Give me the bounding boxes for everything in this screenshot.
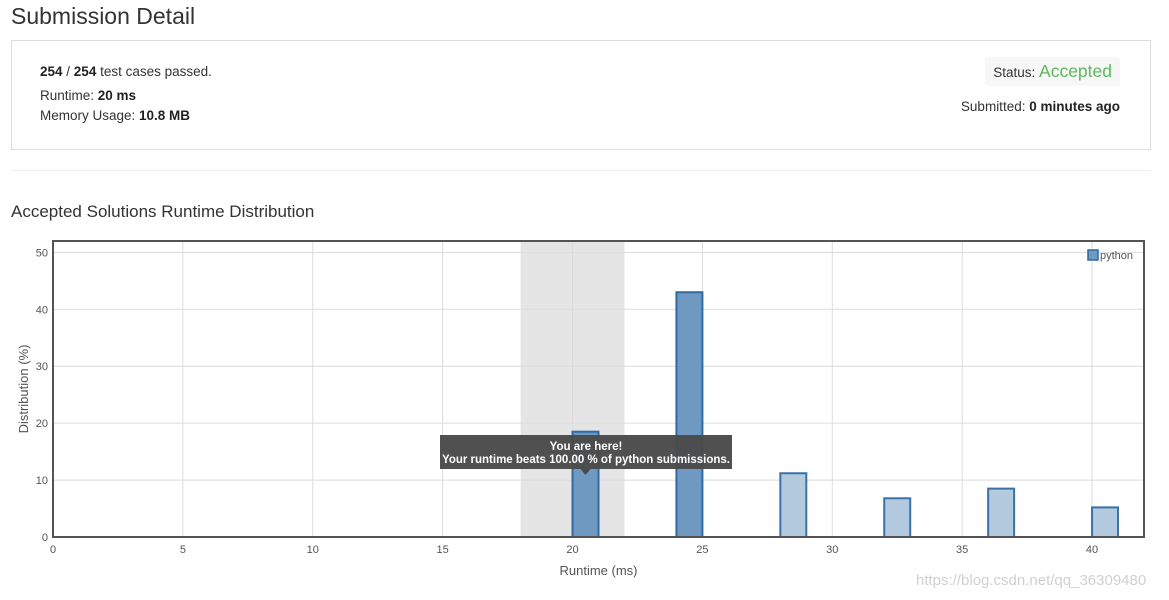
- x-tick-label: 5: [180, 544, 186, 556]
- memory-value: 10.8 MB: [139, 108, 191, 123]
- x-tick-label: 40: [1086, 544, 1098, 556]
- cases-total-count: 254: [73, 64, 97, 79]
- test-cases-row: 254 / 254 test cases passed.: [40, 64, 212, 88]
- status-box: Status: Accepted: [985, 57, 1120, 86]
- x-tick-label: 35: [956, 544, 968, 556]
- runtime-row: Runtime: 20 ms: [40, 88, 212, 112]
- runtime-label: Runtime:: [40, 88, 98, 103]
- submitted-value: 0 minutes ago: [1029, 99, 1120, 114]
- status-value[interactable]: Accepted: [1039, 61, 1112, 81]
- section-title: Accepted Solutions Runtime Distribution: [11, 202, 315, 221]
- y-tick-label: 20: [36, 418, 48, 430]
- x-tick-label: 30: [826, 544, 838, 556]
- bar-4: [987, 487, 1016, 539]
- y-tick-label: 40: [36, 304, 48, 316]
- submission-summary-panel: 254 / 254 test cases passed. Runtime: 20…: [11, 40, 1151, 150]
- cases-passed-count: 254: [40, 64, 63, 79]
- x-tick-label: 10: [307, 544, 319, 556]
- bar-3: [883, 497, 912, 538]
- y-tick-label: 30: [36, 361, 48, 373]
- y-tick-label: 50: [36, 247, 48, 259]
- bar-5: [1091, 506, 1120, 538]
- tooltip-line1: You are here!: [550, 441, 623, 453]
- memory-label: Memory Usage:: [40, 108, 140, 123]
- runtime-value: 20 ms: [97, 88, 137, 103]
- x-tick-label: 20: [566, 544, 578, 556]
- submission-status: Status: Accepted Submitted: 0 minutes ag…: [961, 57, 1120, 114]
- y-tick-label: 0: [42, 532, 48, 544]
- memory-row: Memory Usage: 10.8 MB: [40, 108, 212, 132]
- submitted-row: Submitted: 0 minutes ago: [961, 99, 1120, 114]
- tooltip-line2: Your runtime beats 100.00 % of python su…: [442, 454, 730, 466]
- y-tick-label: 10: [36, 475, 48, 487]
- submitted-label: Submitted:: [960, 99, 1030, 114]
- cases-suffix-text: test cases passed.: [96, 64, 212, 79]
- x-tick-label: 15: [437, 544, 449, 556]
- x-axis-label: Runtime (ms): [559, 563, 637, 578]
- submission-stats: 254 / 254 test cases passed. Runtime: 20…: [40, 64, 212, 132]
- cases-separator: /: [62, 64, 74, 79]
- bar-1: [675, 291, 704, 538]
- runtime-distribution-chart: 0 5 10 15 20 25 30 35 40 0 10 20 30 40 50 Runtime (ms) D…: [16, 240, 1145, 578]
- bar-2: [779, 472, 808, 538]
- page-title: Submission Detail: [11, 3, 196, 29]
- tooltip-arrow: [580, 469, 591, 475]
- watermark-text: https://blog.csdn.net/qq_36309480: [916, 572, 1147, 589]
- section-divider: [11, 170, 1151, 171]
- x-tick-label: 25: [696, 544, 708, 556]
- status-label: Status:: [993, 65, 1040, 80]
- legend-swatch: [1087, 249, 1099, 261]
- tooltip-box: [440, 435, 732, 469]
- x-tick-label: 0: [50, 544, 56, 556]
- plot-border: [52, 240, 1145, 538]
- legend-label: python: [1100, 250, 1133, 262]
- y-axis-label: Distribution (%): [16, 345, 31, 434]
